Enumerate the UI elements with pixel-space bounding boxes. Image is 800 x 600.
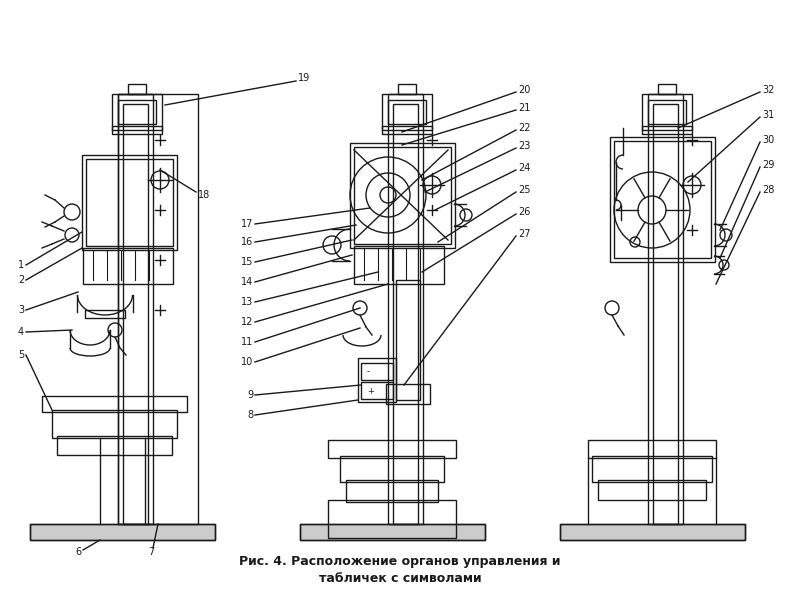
Bar xyxy=(642,94,692,130)
Bar xyxy=(85,310,125,318)
Bar xyxy=(112,126,162,134)
Bar xyxy=(382,126,432,134)
Bar xyxy=(642,126,692,134)
Text: +: + xyxy=(367,386,374,395)
Bar xyxy=(560,524,745,540)
Bar xyxy=(361,382,393,399)
Bar xyxy=(42,396,187,412)
Bar xyxy=(57,436,172,455)
Text: 30: 30 xyxy=(762,135,774,145)
Text: 20: 20 xyxy=(518,85,530,95)
Text: -: - xyxy=(367,367,370,377)
Text: 24: 24 xyxy=(518,163,530,173)
Text: 23: 23 xyxy=(518,141,530,151)
Text: 3: 3 xyxy=(18,305,24,315)
Bar xyxy=(354,147,451,244)
Text: 21: 21 xyxy=(518,103,530,113)
Text: 11: 11 xyxy=(241,337,253,347)
Text: 14: 14 xyxy=(241,277,253,287)
Text: 26: 26 xyxy=(518,207,530,217)
Bar xyxy=(328,500,456,538)
Bar xyxy=(598,480,706,500)
Bar xyxy=(354,246,444,284)
Text: 19: 19 xyxy=(298,73,310,83)
Text: 10: 10 xyxy=(241,357,253,367)
Text: 27: 27 xyxy=(518,229,530,239)
Text: 22: 22 xyxy=(518,123,530,133)
Bar xyxy=(588,440,716,458)
Bar xyxy=(614,141,711,258)
Bar xyxy=(396,280,420,400)
Bar xyxy=(300,524,485,540)
Bar xyxy=(386,384,430,404)
Bar xyxy=(388,100,426,124)
Text: 1: 1 xyxy=(18,260,24,270)
Bar xyxy=(648,94,683,524)
Bar xyxy=(388,94,423,524)
Text: 25: 25 xyxy=(518,185,530,195)
Text: Рис. 4. Расположение органов управления и: Рис. 4. Расположение органов управления … xyxy=(239,556,561,569)
Bar xyxy=(86,159,173,246)
Bar xyxy=(82,155,177,250)
Text: 7: 7 xyxy=(148,547,154,557)
Bar xyxy=(653,104,678,524)
Bar xyxy=(340,456,444,482)
Bar xyxy=(560,524,745,540)
Bar xyxy=(648,100,686,124)
Text: 5: 5 xyxy=(18,350,24,360)
Text: 16: 16 xyxy=(241,237,253,247)
Bar xyxy=(350,143,455,248)
Text: 6: 6 xyxy=(75,547,81,557)
Text: 28: 28 xyxy=(762,185,774,195)
Bar xyxy=(118,94,153,524)
Bar xyxy=(398,84,416,94)
Bar xyxy=(610,137,715,262)
Text: 13: 13 xyxy=(241,297,253,307)
Text: 31: 31 xyxy=(762,110,774,120)
Text: 15: 15 xyxy=(241,257,253,267)
Bar xyxy=(118,100,156,124)
Bar xyxy=(52,410,177,438)
Bar xyxy=(393,104,418,524)
Text: 9: 9 xyxy=(247,390,253,400)
Text: 29: 29 xyxy=(762,160,774,170)
Text: 17: 17 xyxy=(241,219,253,229)
Bar xyxy=(346,480,438,502)
Bar xyxy=(358,358,396,402)
Text: 18: 18 xyxy=(198,190,210,200)
Text: табличек с символами: табличек с символами xyxy=(318,571,482,584)
Text: 12: 12 xyxy=(241,317,253,327)
Bar xyxy=(118,94,198,524)
Bar xyxy=(382,94,432,130)
Bar xyxy=(30,524,215,540)
Text: 8: 8 xyxy=(247,410,253,420)
Bar xyxy=(658,84,676,94)
Bar xyxy=(83,248,173,284)
Bar xyxy=(300,524,485,540)
Bar xyxy=(361,363,393,380)
Bar xyxy=(112,94,162,130)
Bar xyxy=(123,104,148,524)
Text: 4: 4 xyxy=(18,327,24,337)
Bar xyxy=(30,524,215,540)
Bar xyxy=(328,440,456,458)
Text: 32: 32 xyxy=(762,85,774,95)
Text: 2: 2 xyxy=(18,275,24,285)
Bar xyxy=(592,456,712,482)
Bar xyxy=(128,84,146,94)
